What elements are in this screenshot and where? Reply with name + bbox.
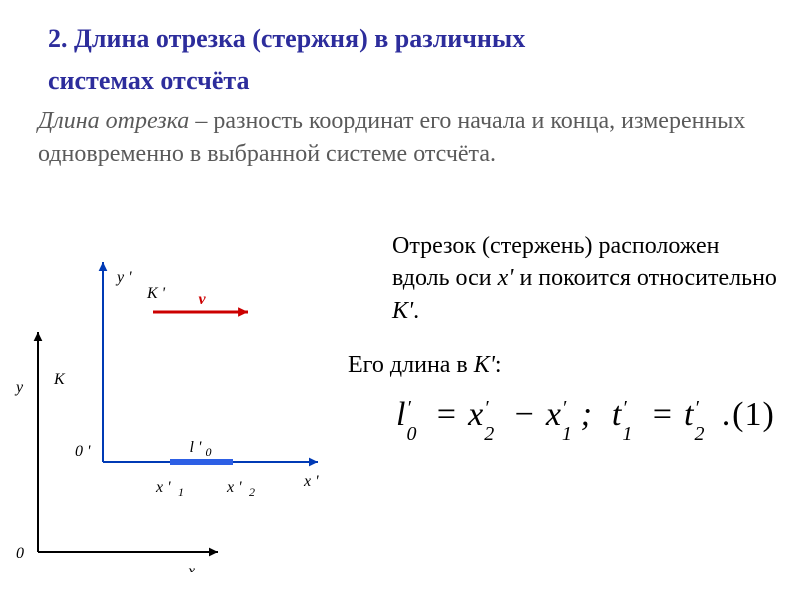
svg-text:y ': y ' (115, 269, 132, 286)
definition-paragraph: Длина отрезка – разность координат его н… (0, 101, 800, 170)
para-axis: х' (498, 265, 514, 291)
definition-term: Длина отрезка (38, 108, 189, 134)
ri-pre: Его длина в (348, 352, 474, 378)
rest-length-intro: Его длина в К': (348, 352, 502, 379)
svg-text:x ': x ' (226, 479, 242, 496)
para-mid: и покоится относительно (513, 265, 776, 291)
heading-line2: системах отсчёта (48, 66, 249, 95)
ri-post: : (495, 352, 502, 378)
heading-line1: 2. Длина отрезка (стержня) в различных (48, 24, 525, 53)
svg-text:2: 2 (249, 485, 255, 499)
svg-text:0 ': 0 ' (75, 443, 91, 460)
para-end: . (413, 298, 419, 324)
svg-text:x: x (187, 563, 195, 572)
para-frame: К' (392, 298, 413, 324)
svg-text:x ': x ' (303, 473, 319, 490)
svg-text:y: y (14, 379, 24, 396)
svg-text:0: 0 (16, 545, 24, 562)
reference-frames-diagram: y K 0 x y ' K ' 0 ' x ' v l ' 0 x ' 1 x ' 2 (8, 252, 348, 572)
svg-text:0: 0 (206, 445, 212, 459)
svg-text:K: K (53, 371, 66, 388)
rod-description: Отрезок (стержень) расположен вдоль оси … (392, 230, 782, 327)
svg-text:x ': x ' (155, 479, 171, 496)
ri-frame: К' (474, 352, 495, 378)
svg-text:v: v (199, 291, 207, 308)
formula: l′0 = x′2 − x′1; t′1 = t′2 .(1) (396, 396, 775, 434)
svg-text:l ': l ' (190, 439, 202, 456)
svg-text:1: 1 (178, 485, 184, 499)
section-heading: 2. Длина отрезка (стержня) в различных с… (0, 0, 800, 101)
svg-text:K ': K ' (146, 285, 166, 302)
